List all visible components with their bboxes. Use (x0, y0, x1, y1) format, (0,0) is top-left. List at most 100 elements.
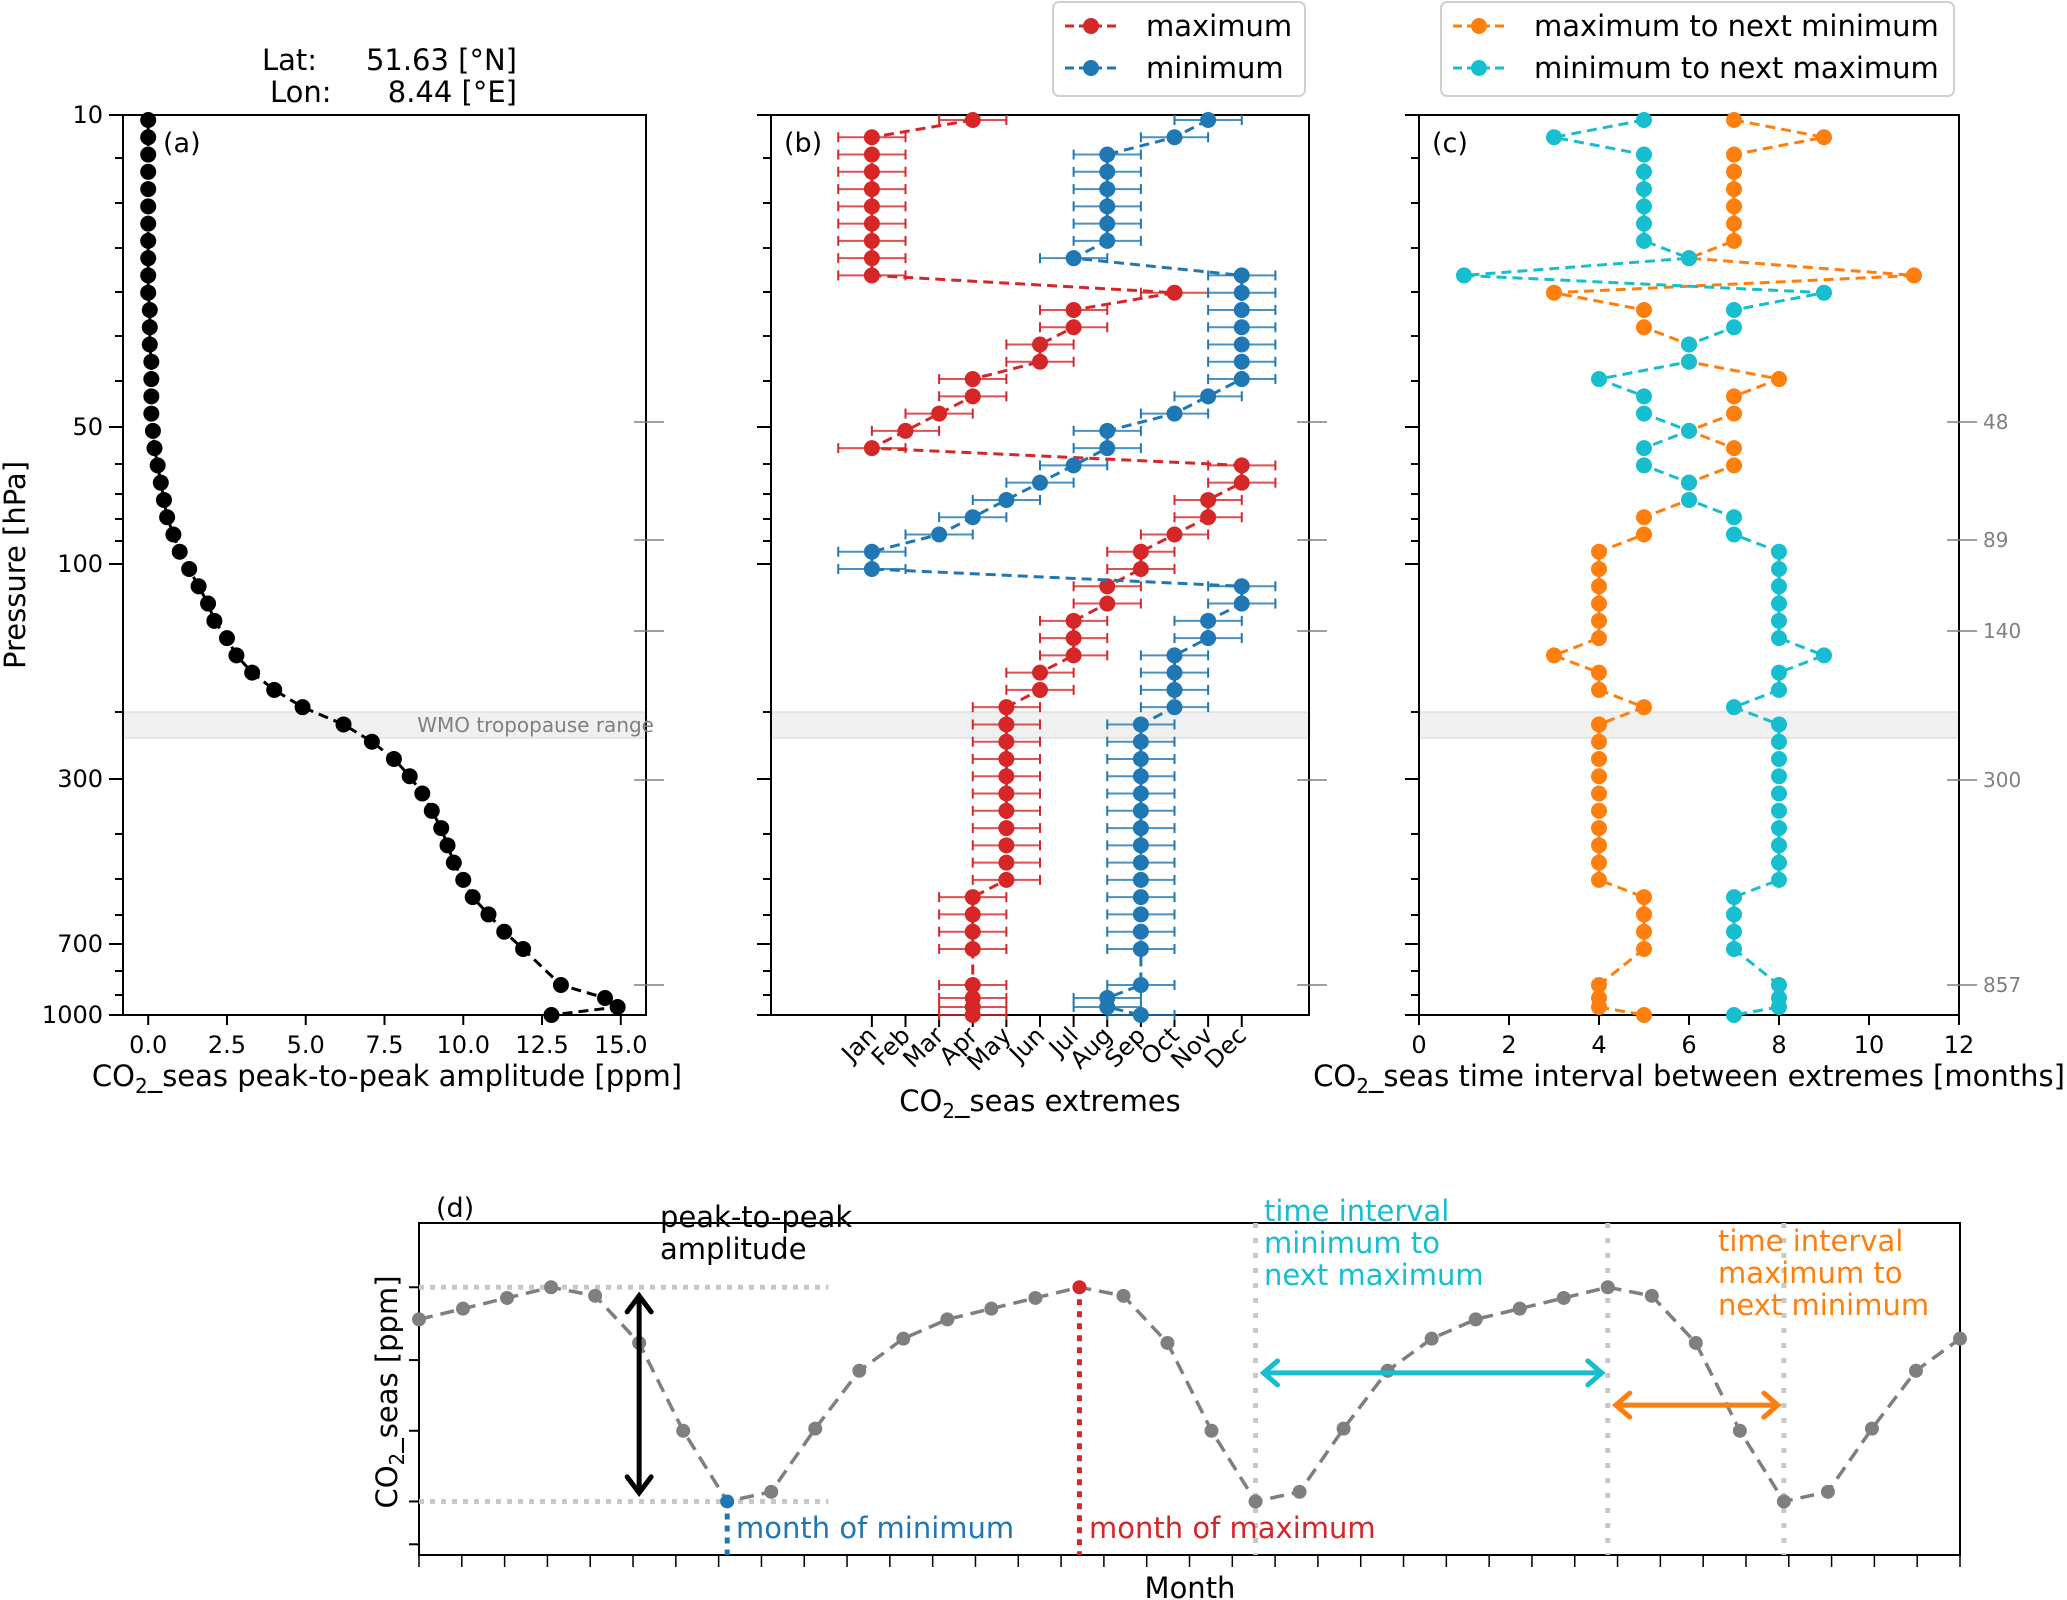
interval-point (1591, 664, 1607, 681)
amplitude-point (171, 543, 188, 560)
point-minimum (1166, 664, 1183, 681)
interval-point (1726, 146, 1742, 163)
point-maximum (1166, 526, 1183, 543)
interval-point (1726, 215, 1742, 232)
interval-point (1591, 371, 1607, 388)
x-tick-label: 7.5 (365, 1031, 403, 1059)
point-minimum (1233, 284, 1250, 301)
point-minimum (1032, 474, 1048, 491)
point-maximum (1099, 578, 1116, 595)
x-tick-label: 12.5 (515, 1031, 568, 1059)
point-minimum (1166, 699, 1183, 716)
interval-point (1591, 543, 1607, 560)
interval-point (1591, 802, 1607, 819)
panel-b-label: (b) (784, 128, 822, 159)
interval-point (1771, 854, 1787, 871)
amplitude-point (140, 250, 157, 267)
amplitude-point (140, 284, 157, 301)
amplitude-point (363, 733, 380, 750)
schematic-point (1028, 1290, 1043, 1305)
point-maximum (998, 733, 1015, 750)
interval-point (1591, 716, 1607, 733)
interval-point (1771, 977, 1787, 993)
point-minimum (1065, 457, 1082, 474)
interval-min-to-max-line3: next maximum (1264, 1258, 1484, 1292)
interval-point (1591, 837, 1607, 854)
plot-frame-a (122, 114, 647, 1016)
y-tick-label: 10 (72, 101, 103, 129)
amplitude-point (140, 232, 157, 249)
x-tick-label: 2 (1501, 1031, 1516, 1059)
panel-c-label: (c) (1432, 128, 1468, 159)
interval-point (1591, 768, 1607, 785)
interval-point (1591, 733, 1607, 750)
interval-point (1726, 112, 1742, 128)
panel-a-ylabel: Pressure [hPa] (0, 461, 32, 669)
interval-min-to-max-arrow-head (1585, 1358, 1606, 1388)
amplitude-arrow (624, 1291, 654, 1498)
point-maximum (897, 422, 914, 439)
interval-point (1636, 906, 1652, 923)
interval-point (1636, 699, 1652, 716)
interval-point (1771, 820, 1787, 837)
amplitude-point (423, 802, 440, 819)
series-line-0 (1549, 118, 1915, 1017)
month-of-maximum-label: month of maximum (1089, 1511, 1376, 1545)
schematic-point (676, 1423, 691, 1438)
interval-point (1681, 491, 1697, 508)
schematic-point (1292, 1484, 1307, 1499)
point-minimum (1233, 595, 1250, 612)
panel-a-label: (a) (163, 128, 201, 159)
legend-min-to-max-label: minimum to next maximum (1534, 51, 1939, 85)
interval-point (1591, 630, 1607, 647)
interval-point (1636, 232, 1652, 249)
point-minimum (1099, 181, 1116, 198)
amplitude-point (155, 491, 172, 508)
point-maximum (863, 250, 880, 267)
point-minimum (1166, 647, 1183, 664)
amplitude-point (294, 699, 311, 716)
amplitude-point (181, 561, 198, 578)
interval-point (1636, 388, 1652, 405)
location-header: Lat: 51.63 [°N] Lon: 8.44 [°E] (262, 43, 517, 109)
point-maximum (964, 889, 981, 906)
amplitude-point (206, 612, 223, 629)
point-minimum (1132, 820, 1149, 837)
interval-point (1771, 733, 1787, 750)
point-maximum (863, 163, 880, 180)
schematic-point (500, 1290, 515, 1305)
schematic-point (1248, 1494, 1263, 1509)
tropopause-band-label: WMO tropopause range (417, 713, 654, 737)
amplitude-point (464, 889, 481, 906)
amplitude-point (414, 785, 431, 802)
amplitude-point (385, 750, 402, 767)
interval-point (1771, 595, 1787, 612)
point-minimum (1166, 405, 1183, 422)
schematic-point (1864, 1421, 1879, 1436)
point-maximum (998, 854, 1015, 871)
point-maximum (863, 146, 880, 163)
point-minimum (1132, 923, 1149, 940)
interval-point (1906, 267, 1922, 284)
point-maximum (863, 232, 880, 249)
amplitude-point (143, 371, 160, 388)
point-maximum (863, 181, 880, 198)
point-minimum (863, 561, 880, 578)
amplitude-point (597, 990, 614, 1006)
schematic-point (1776, 1494, 1791, 1509)
y-tick-label: 300 (57, 765, 103, 793)
point-minimum (1132, 854, 1149, 871)
schematic-point (1160, 1335, 1175, 1350)
amplitude-point (480, 906, 497, 923)
amplitude-point (244, 664, 261, 681)
point-maximum (1132, 561, 1149, 578)
schematic-point (588, 1288, 603, 1303)
amplitude-point (165, 526, 182, 543)
point-minimum (1132, 871, 1149, 888)
point-minimum (1132, 1007, 1149, 1023)
schematic-point (456, 1301, 471, 1316)
x-tick-label: 8 (1771, 1031, 1786, 1059)
interval-min-to-max-line2: minimum to (1264, 1226, 1440, 1260)
legend-min-to-max-marker (1471, 60, 1487, 76)
